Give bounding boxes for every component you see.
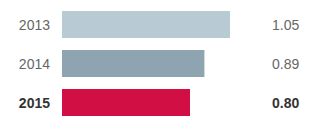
- svg-text:2013: 2013: [19, 17, 50, 33]
- svg-text:0.89: 0.89: [272, 56, 299, 72]
- svg-text:2014: 2014: [19, 56, 50, 72]
- svg-text:0.80: 0.80: [272, 95, 299, 111]
- svg-text:2015: 2015: [19, 95, 50, 111]
- svg-text:1.05: 1.05: [272, 17, 299, 33]
